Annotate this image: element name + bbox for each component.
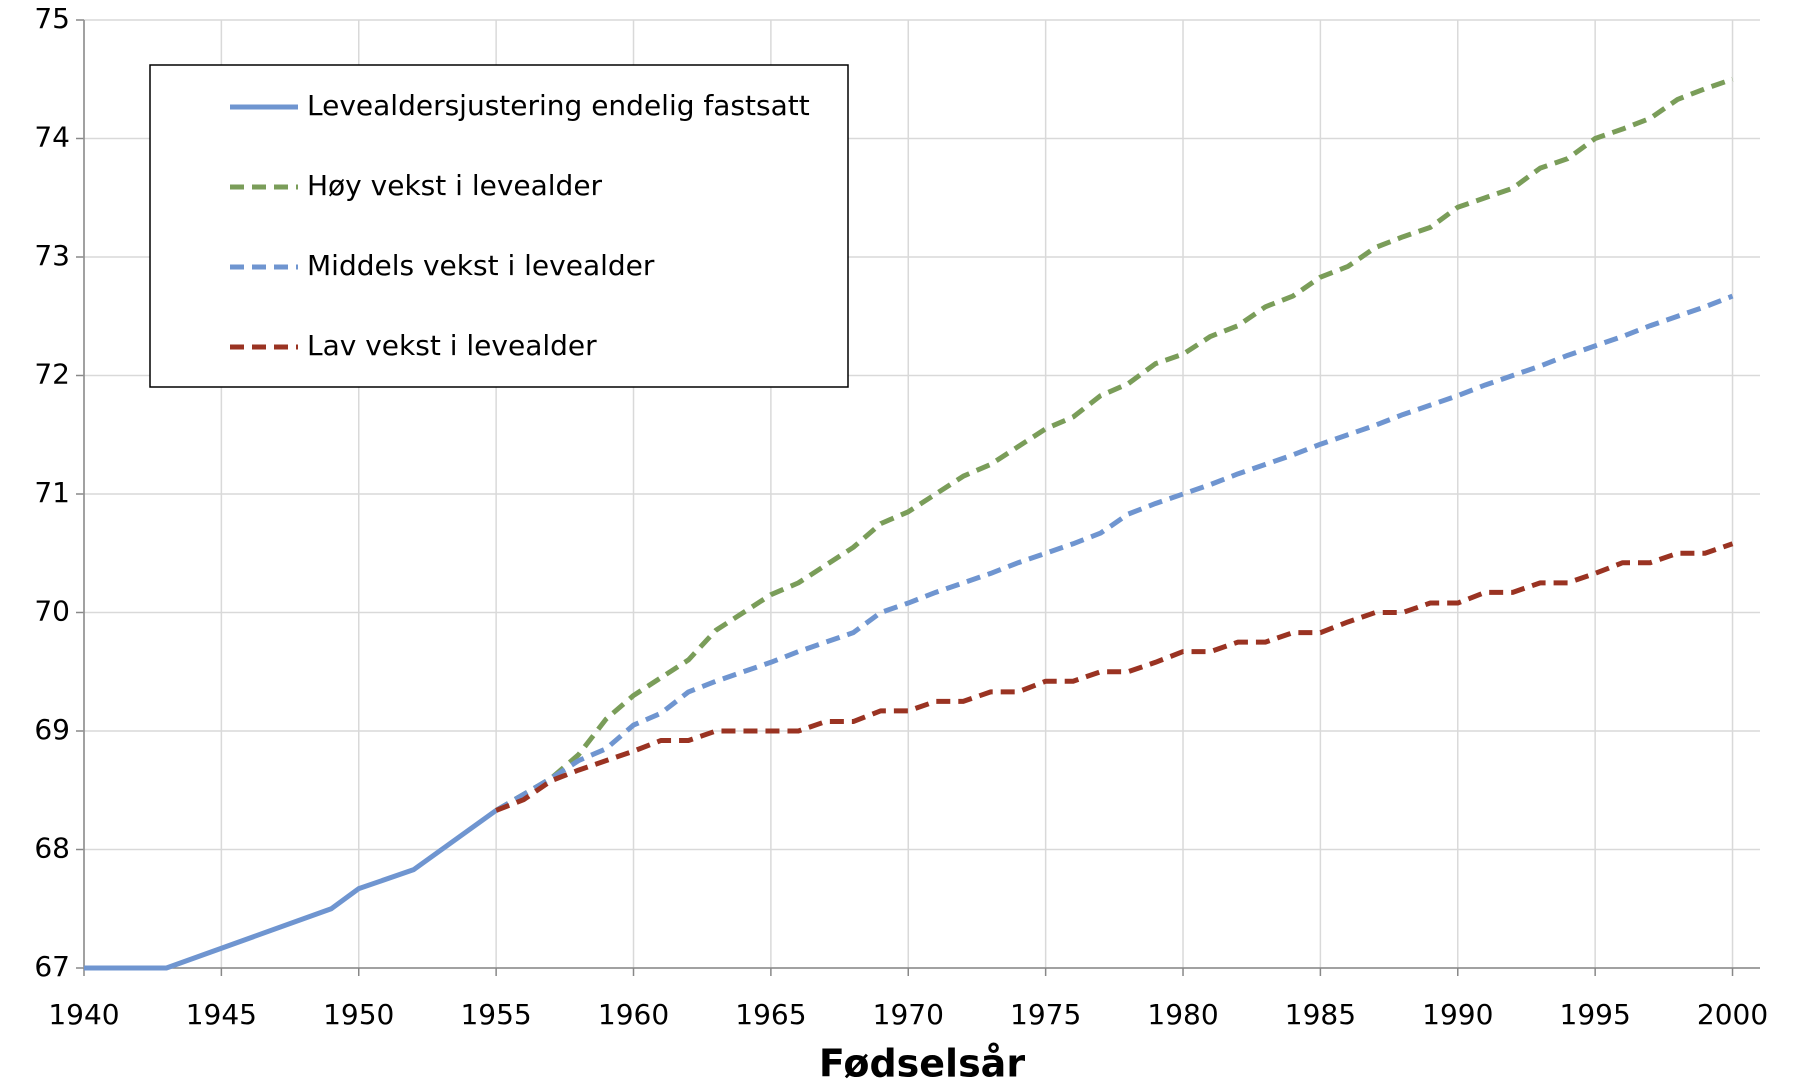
x-tick-label: 1980 [1147,998,1218,1031]
x-tick-label: 1965 [735,998,806,1031]
x-tick-label: 1960 [598,998,669,1031]
legend-label: Lav vekst i levealder [307,329,597,362]
x-tick-label: 1945 [186,998,257,1031]
x-tick-label: 2000 [1697,998,1768,1031]
x-tick-label: 1975 [1010,998,1081,1031]
y-tick-label: 71 [34,476,70,509]
y-tick-label: 67 [34,950,70,983]
y-tick-label: 72 [34,358,70,391]
x-tick-label: 1995 [1560,998,1631,1031]
legend-label: Høy vekst i levealder [307,169,603,202]
y-tick-label: 69 [34,713,70,746]
x-axis-title: Fødselsår [819,1042,1025,1086]
y-tick-label: 73 [34,239,70,272]
series-line [84,808,498,971]
series-line [494,76,1734,813]
series-line [494,293,1734,813]
x-tick-label: 1970 [873,998,944,1031]
series-line [495,541,1734,813]
x-tick-label: 1950 [323,998,394,1031]
x-tick-label: 1940 [48,998,119,1031]
legend-label: Levealdersjustering endelig fastsatt [307,89,810,122]
x-tick-label: 1955 [460,998,531,1031]
y-tick-label: 70 [34,595,70,628]
x-tick-label: 1985 [1285,998,1356,1031]
y-tick-label: 68 [34,832,70,865]
y-tick-label: 74 [34,121,70,154]
x-tick-label: 1990 [1422,998,1493,1031]
legend-box [149,64,849,388]
y-tick-label: 75 [34,2,70,35]
legend-label: Middels vekst i levealder [307,249,655,282]
